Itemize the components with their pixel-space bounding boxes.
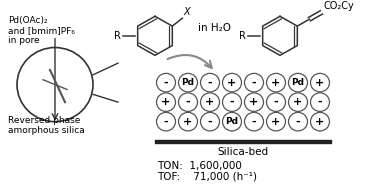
Text: -: - bbox=[230, 97, 234, 107]
Text: Pd(OAc)₂: Pd(OAc)₂ bbox=[8, 16, 48, 25]
Text: -: - bbox=[186, 97, 190, 107]
Circle shape bbox=[266, 73, 285, 92]
Text: -: - bbox=[274, 97, 278, 107]
Text: amorphous silica: amorphous silica bbox=[8, 125, 85, 135]
Circle shape bbox=[266, 93, 285, 111]
Text: R: R bbox=[239, 31, 246, 41]
Text: CO₂Cy: CO₂Cy bbox=[323, 1, 354, 11]
Text: in pore: in pore bbox=[8, 36, 40, 45]
Circle shape bbox=[178, 93, 197, 111]
Text: X: X bbox=[183, 7, 190, 17]
Text: +: + bbox=[205, 97, 215, 107]
Text: -: - bbox=[208, 117, 212, 127]
Circle shape bbox=[310, 112, 330, 131]
Text: +: + bbox=[249, 97, 259, 107]
Circle shape bbox=[178, 73, 197, 92]
Circle shape bbox=[200, 112, 220, 131]
Circle shape bbox=[200, 93, 220, 111]
Text: +: + bbox=[183, 117, 193, 127]
FancyArrowPatch shape bbox=[167, 55, 212, 68]
Text: +: + bbox=[315, 117, 325, 127]
Text: Pd: Pd bbox=[291, 78, 305, 87]
Text: -: - bbox=[318, 97, 322, 107]
Circle shape bbox=[156, 112, 175, 131]
Circle shape bbox=[245, 93, 263, 111]
Text: +: + bbox=[161, 97, 170, 107]
Circle shape bbox=[288, 93, 307, 111]
Text: -: - bbox=[164, 78, 168, 88]
Circle shape bbox=[288, 112, 307, 131]
Text: in H₂O: in H₂O bbox=[198, 23, 231, 33]
Text: TOF:    71,000 (h⁻¹): TOF: 71,000 (h⁻¹) bbox=[157, 171, 257, 181]
Text: +: + bbox=[271, 117, 280, 127]
Text: +: + bbox=[271, 78, 280, 88]
Text: +: + bbox=[293, 97, 303, 107]
Text: Pd: Pd bbox=[226, 117, 239, 126]
Circle shape bbox=[223, 73, 242, 92]
Circle shape bbox=[156, 93, 175, 111]
Circle shape bbox=[223, 112, 242, 131]
Text: -: - bbox=[164, 117, 168, 127]
Circle shape bbox=[266, 112, 285, 131]
Circle shape bbox=[245, 112, 263, 131]
Text: Pd: Pd bbox=[181, 78, 195, 87]
Circle shape bbox=[223, 93, 242, 111]
Text: -: - bbox=[252, 117, 256, 127]
Text: -: - bbox=[208, 78, 212, 88]
Circle shape bbox=[288, 73, 307, 92]
Circle shape bbox=[178, 112, 197, 131]
Text: Silica-bed: Silica-bed bbox=[217, 147, 268, 157]
Text: R: R bbox=[114, 31, 121, 41]
Circle shape bbox=[310, 93, 330, 111]
Text: +: + bbox=[315, 78, 325, 88]
Text: TON:  1,600,000: TON: 1,600,000 bbox=[157, 161, 242, 171]
Text: Reversed phase: Reversed phase bbox=[8, 116, 81, 125]
Text: -: - bbox=[296, 117, 300, 127]
Text: -: - bbox=[252, 78, 256, 88]
Text: +: + bbox=[228, 78, 237, 88]
Text: and [bmim]PF₆: and [bmim]PF₆ bbox=[8, 26, 75, 35]
Circle shape bbox=[156, 73, 175, 92]
Circle shape bbox=[310, 73, 330, 92]
Circle shape bbox=[200, 73, 220, 92]
Circle shape bbox=[245, 73, 263, 92]
